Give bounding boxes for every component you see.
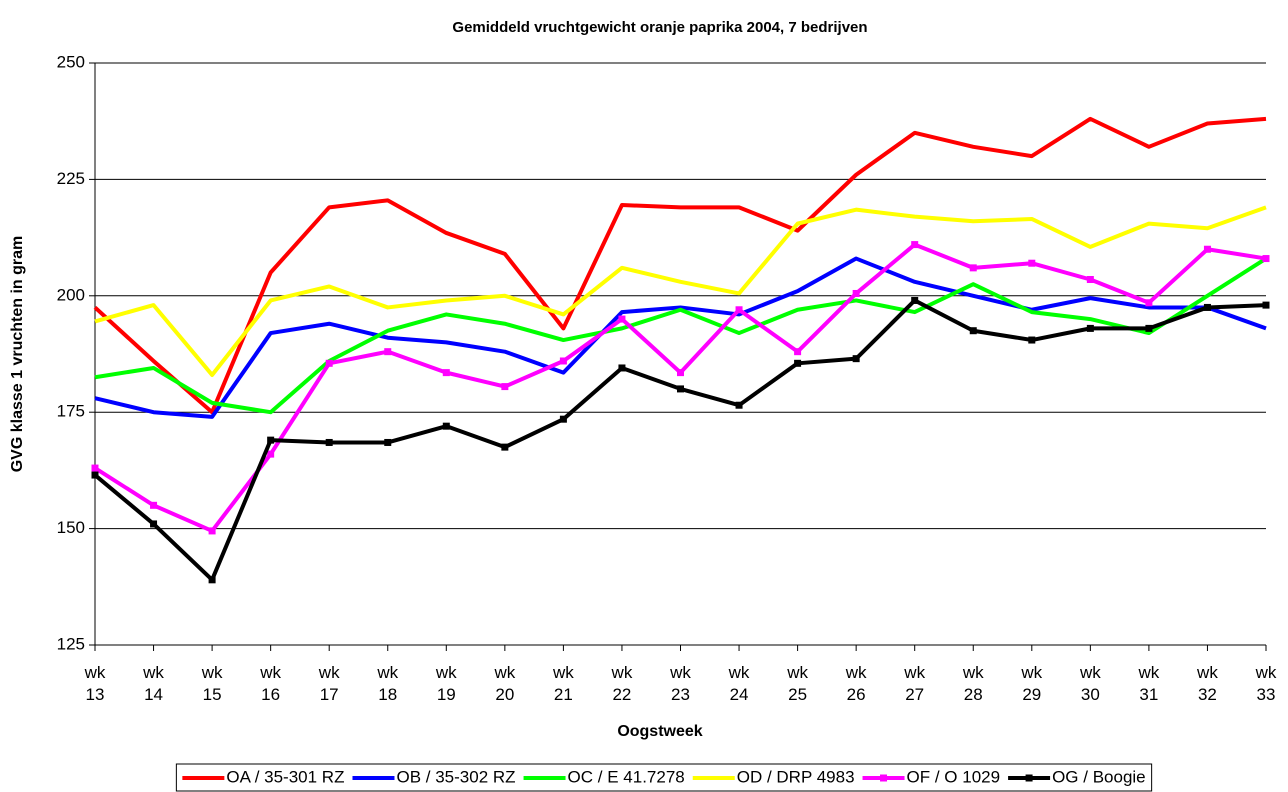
chart-title: Gemiddeld vruchtgewicht oranje paprika 2…: [452, 19, 867, 36]
point-marker: [1028, 336, 1036, 344]
x-tick-label: wk 18: [377, 663, 399, 704]
point-marker: [1262, 301, 1270, 309]
x-tick-label: wk 17: [318, 663, 340, 704]
legend-label: OB / 35-302 RZ: [396, 767, 515, 786]
y-tick-label: 200: [57, 285, 85, 304]
y-tick-label: 150: [57, 518, 85, 537]
x-tick-label: wk 30: [1079, 663, 1101, 704]
point-marker: [325, 438, 333, 446]
x-tick-label: wk 23: [670, 663, 691, 704]
point-marker: [91, 464, 99, 472]
point-marker: [91, 471, 99, 479]
point-marker: [1203, 303, 1211, 311]
x-tick-label: wk 28: [962, 663, 984, 704]
point-marker: [1262, 255, 1270, 263]
point-marker: [1145, 299, 1153, 307]
point-marker: [384, 348, 392, 356]
x-tick-label: wk 22: [611, 663, 633, 704]
legend-item: OF / O 1029: [862, 767, 1001, 786]
point-marker: [150, 501, 158, 509]
point-marker: [911, 241, 919, 249]
point-marker: [677, 385, 684, 393]
point-marker: [267, 450, 275, 458]
legend-item: OB / 35-302 RZ: [352, 767, 516, 786]
series-line: [94, 205, 1267, 377]
point-marker: [501, 383, 509, 391]
legend-label: OF / O 1029: [907, 767, 1001, 786]
legend-label: OA / 35-301 RZ: [226, 767, 344, 786]
point-marker: [852, 289, 860, 297]
point-marker: [442, 369, 450, 377]
y-tick-label: 225: [57, 169, 85, 188]
x-tick-label: wk 21: [553, 663, 574, 704]
legend-item: OA / 35-301 RZ: [182, 767, 344, 786]
y-tick-label: 125: [57, 634, 85, 653]
point-marker: [794, 359, 802, 367]
point-marker: [501, 443, 509, 451]
x-tick-label: wk 19: [435, 663, 457, 704]
point-marker: [794, 348, 802, 356]
point-marker: [911, 296, 919, 304]
x-tick-label: wk 24: [728, 663, 750, 704]
x-tick-label: wk 15: [201, 663, 223, 704]
x-tick-label: wk 20: [494, 663, 516, 704]
x-tick-label: wk 27: [904, 663, 926, 704]
point-marker: [677, 369, 684, 377]
point-marker: [852, 355, 860, 363]
point-marker: [735, 401, 743, 409]
point-marker: [618, 315, 626, 323]
legend-label: OD / DRP 4983: [737, 767, 855, 786]
legend-label: OC / E 41.7278: [568, 767, 685, 786]
x-axis-title: Oogstweek: [617, 723, 702, 740]
point-marker: [1145, 324, 1153, 332]
point-marker: [969, 264, 977, 272]
legend-marker: [1025, 774, 1033, 782]
point-marker: [442, 422, 450, 430]
x-tick-label: wk 16: [260, 663, 282, 704]
legend-item: OC / E 41.7278: [523, 767, 685, 786]
point-marker: [325, 359, 333, 367]
point-marker: [559, 415, 567, 423]
point-marker: [1203, 245, 1211, 253]
y-tick-label: 250: [57, 52, 85, 71]
x-tick-label: wk 32: [1197, 663, 1218, 704]
point-marker: [208, 576, 216, 584]
point-marker: [1086, 276, 1094, 284]
point-marker: [969, 327, 977, 335]
point-marker: [208, 527, 216, 535]
point-marker: [150, 520, 158, 528]
x-tick-label: wk 33: [1255, 663, 1277, 704]
x-tick-label: wk 14: [143, 663, 164, 704]
point-marker: [618, 364, 626, 372]
point-marker: [267, 436, 275, 444]
legend-label: OG / Boogie: [1052, 767, 1146, 786]
legend: OA / 35-301 RZ OB / 35-302 RZ OC / E 41.72…: [175, 763, 1153, 792]
legend-item: OG / Boogie: [1008, 767, 1146, 786]
x-tick-label: wk 29: [1021, 663, 1043, 704]
legend-marker: [880, 774, 888, 782]
point-marker: [1086, 324, 1094, 332]
x-tick-label: wk 31: [1138, 663, 1160, 704]
x-tick-label: wk 26: [845, 663, 867, 704]
series-line: [94, 256, 1268, 415]
series-line: [94, 256, 1267, 419]
series-line: [93, 116, 1267, 415]
x-tick-label: wk 25: [787, 663, 808, 704]
point-marker: [384, 438, 392, 446]
legend-item: OD / DRP 4983: [692, 767, 855, 786]
x-tick-label: wk 13: [84, 663, 106, 704]
point-marker: [559, 357, 567, 365]
y-tick-label: 175: [57, 402, 85, 421]
legend-box: [175, 763, 1153, 792]
y-axis-title: GVG klasse 1 vruchten in gram: [9, 236, 26, 473]
point-marker: [1028, 259, 1036, 267]
point-marker: [735, 306, 743, 314]
